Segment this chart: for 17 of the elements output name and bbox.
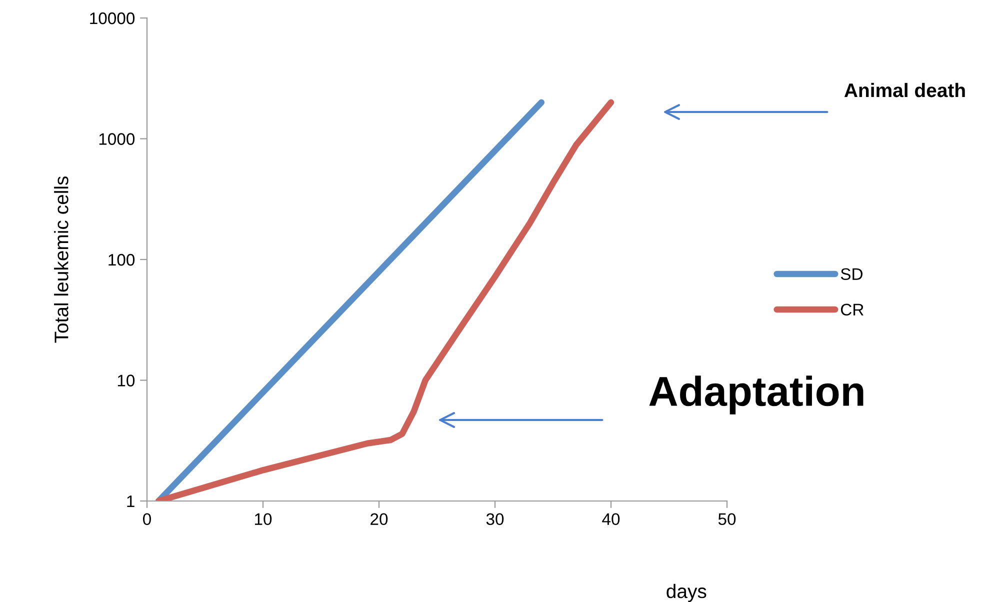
x-tick-label: 20 (370, 513, 388, 526)
y-tick-label: 10 (118, 374, 135, 386)
text: Animal death (844, 82, 965, 98)
x-tick-label: 0 (143, 513, 151, 526)
legend-label: CR (840, 304, 864, 316)
y-tick-label: 100 (108, 254, 135, 266)
legend-label: SD (840, 268, 862, 280)
y-tick-label: 1000 (99, 133, 135, 145)
x-tick-label: 40 (602, 513, 620, 526)
y-tick-label: 1 (127, 496, 134, 508)
x-tick-label: 30 (486, 513, 504, 526)
x-tick-label: 50 (718, 513, 736, 526)
x-axis-title: days (666, 584, 706, 602)
x-tick-label: 10 (255, 513, 272, 526)
annotation: Adaptation (649, 376, 864, 414)
y-tick-label: 10000 (90, 12, 135, 24)
y-axis-title: Total leukemic cells (54, 176, 68, 343)
